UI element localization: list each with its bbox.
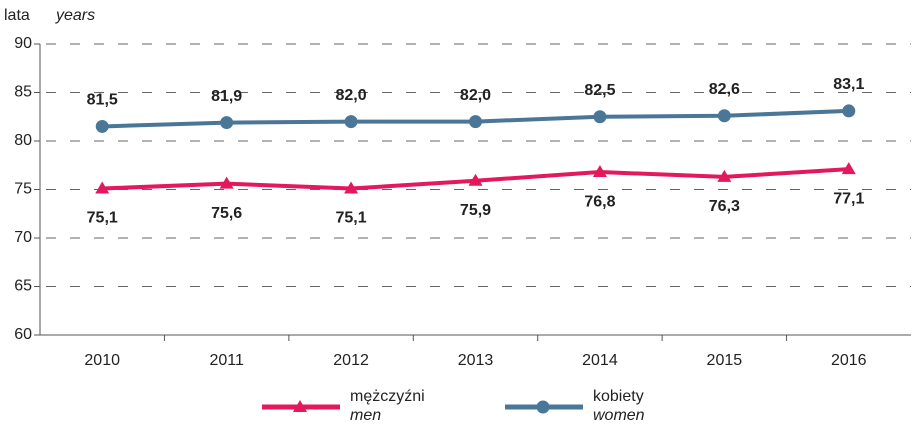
point	[220, 116, 234, 130]
point	[344, 115, 358, 129]
y-tick-label: 85	[14, 84, 32, 101]
value-label: 75,1	[336, 210, 367, 227]
y-tick-label: 65	[14, 278, 32, 295]
legend-label-translation: women	[593, 407, 645, 424]
point	[468, 173, 483, 186]
value-label: 75,1	[87, 210, 118, 227]
x-tick-label: 2014	[582, 352, 618, 369]
value-label: 82,0	[336, 87, 367, 104]
point	[219, 176, 234, 189]
value-label: 81,9	[211, 88, 242, 105]
y-tick-label: 90	[14, 35, 32, 52]
point	[717, 169, 732, 182]
x-tick-label: 2012	[333, 352, 369, 369]
point	[842, 104, 856, 118]
x-tick-label: 2015	[707, 352, 743, 369]
point	[593, 110, 607, 124]
value-label: 76,3	[709, 198, 740, 215]
value-label: 75,9	[460, 202, 491, 219]
point	[469, 115, 482, 129]
value-label: 76,8	[584, 193, 615, 210]
value-label: 82,5	[584, 82, 615, 99]
point	[592, 165, 607, 178]
point	[95, 181, 110, 194]
point	[717, 109, 731, 123]
point	[841, 162, 856, 175]
x-tick-label: 2011	[209, 352, 244, 369]
legend-label-translation: men	[350, 407, 381, 424]
point	[95, 119, 109, 133]
point	[344, 181, 359, 194]
x-tick-label: 2016	[831, 352, 867, 369]
x-tick-label: 2010	[84, 352, 120, 369]
value-label: 82,6	[709, 81, 740, 98]
y-tick-label: 70	[14, 229, 32, 246]
y-tick-label: 80	[14, 132, 32, 149]
y-tick-label: 60	[14, 326, 32, 343]
legend-label: mężczyźni	[350, 388, 425, 405]
value-label: 82,0	[460, 87, 491, 104]
y-axis-label: lata	[4, 7, 30, 24]
legend-label: kobiety	[593, 388, 644, 405]
value-label: 77,1	[833, 190, 864, 207]
legend-marker	[293, 400, 307, 412]
x-tick-label: 2013	[458, 352, 494, 369]
value-label: 81,5	[87, 92, 118, 109]
value-label: 75,6	[211, 205, 242, 222]
value-label: 83,1	[833, 76, 864, 93]
y-tick-label: 75	[14, 181, 32, 198]
y-axis-label-translation: years	[55, 7, 95, 24]
legend-marker	[536, 400, 550, 414]
